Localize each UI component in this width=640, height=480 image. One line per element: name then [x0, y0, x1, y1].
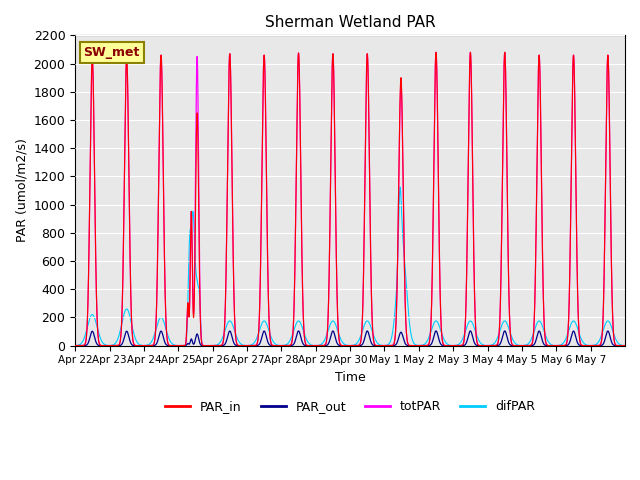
difPAR [400, 251, 408, 257]
PAR_in [432, 49, 440, 55]
Line: PAR_in: PAR_in [75, 52, 625, 346]
PAR_in [371, 341, 378, 347]
totPAR [621, 343, 629, 348]
Y-axis label: PAR (umol/m2/s): PAR (umol/m2/s) [15, 139, 28, 242]
totPAR [542, 341, 550, 347]
Text: SW_met: SW_met [83, 46, 140, 59]
difPAR [209, 343, 216, 348]
totPAR [432, 49, 440, 55]
difPAR [621, 343, 629, 348]
PAR_out [528, 343, 536, 348]
PAR_out [175, 343, 182, 348]
difPAR [396, 184, 404, 190]
PAR_in [542, 341, 550, 347]
PAR_out [501, 328, 509, 334]
Legend: PAR_in, PAR_out, totPAR, difPAR: PAR_in, PAR_out, totPAR, difPAR [160, 396, 540, 418]
totPAR [528, 341, 536, 347]
difPAR [371, 335, 378, 340]
X-axis label: Time: Time [335, 371, 365, 384]
Line: difPAR: difPAR [75, 187, 625, 346]
difPAR [186, 246, 193, 252]
PAR_out [71, 343, 79, 348]
totPAR [501, 52, 509, 58]
PAR_in [400, 235, 408, 241]
PAR_out [371, 343, 378, 348]
PAR_in [528, 341, 536, 347]
difPAR [501, 318, 509, 324]
Title: Sherman Wetland PAR: Sherman Wetland PAR [265, 15, 435, 30]
PAR_out [432, 328, 440, 334]
totPAR [175, 343, 182, 348]
PAR_in [621, 343, 629, 348]
totPAR [186, 312, 193, 318]
difPAR [542, 335, 550, 340]
PAR_in [71, 343, 79, 348]
totPAR [71, 343, 79, 348]
difPAR [71, 343, 79, 348]
PAR_out [400, 337, 408, 343]
totPAR [400, 238, 408, 244]
PAR_in [175, 343, 182, 348]
difPAR [528, 335, 536, 340]
totPAR [371, 341, 378, 347]
PAR_in [186, 312, 193, 318]
PAR_in [501, 52, 509, 58]
PAR_out [186, 341, 193, 347]
Line: totPAR: totPAR [75, 52, 625, 346]
Line: PAR_out: PAR_out [75, 331, 625, 346]
PAR_out [621, 343, 629, 348]
PAR_out [542, 343, 550, 348]
